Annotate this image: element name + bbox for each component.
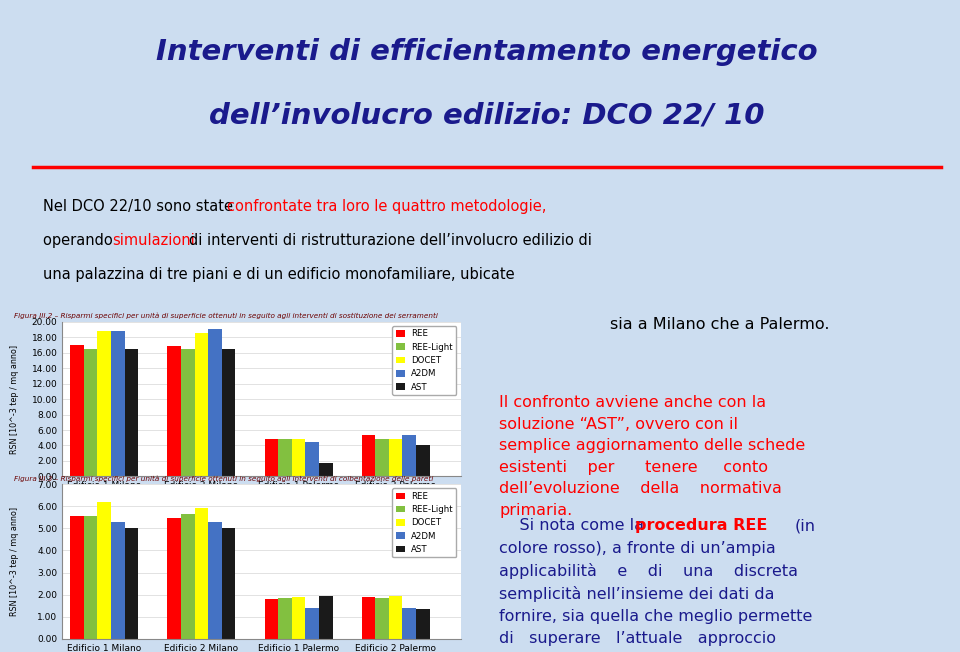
Text: (in: (in bbox=[795, 518, 815, 533]
Bar bbox=[265, 599, 278, 639]
Bar bbox=[195, 333, 208, 477]
Bar bbox=[70, 516, 84, 639]
Text: Nel DCO 22/10 sono state: Nel DCO 22/10 sono state bbox=[43, 199, 237, 214]
Text: Il confronto avviene anche con la
soluzione “AST”, ovvero con il
semplice aggior: Il confronto avviene anche con la soluzi… bbox=[499, 395, 805, 518]
Bar bbox=[125, 349, 138, 477]
Bar bbox=[265, 439, 278, 477]
Bar bbox=[97, 502, 111, 639]
Text: operando: operando bbox=[43, 233, 117, 248]
Bar bbox=[208, 329, 222, 477]
Bar bbox=[319, 462, 332, 477]
Y-axis label: RSN [10^-3 tep / mq anno]: RSN [10^-3 tep / mq anno] bbox=[10, 344, 18, 454]
Bar bbox=[416, 609, 430, 639]
Bar bbox=[402, 435, 416, 477]
Bar bbox=[305, 608, 319, 639]
Bar bbox=[97, 331, 111, 477]
Bar bbox=[362, 435, 375, 477]
Text: una palazzina di tre piani e di un edificio monofamiliare, ubicate: una palazzina di tre piani e di un edifi… bbox=[43, 267, 515, 282]
Bar bbox=[305, 443, 319, 477]
Text: procedura REE: procedura REE bbox=[635, 518, 767, 533]
Bar bbox=[416, 445, 430, 477]
Bar bbox=[292, 439, 305, 477]
Text: Figura III.2 – Risparmi specifici per unità di superficie ottenuti in seguito ag: Figura III.2 – Risparmi specifici per un… bbox=[14, 313, 439, 319]
Bar bbox=[125, 528, 138, 639]
Bar bbox=[375, 439, 389, 477]
Text: di interventi di ristrutturazione dell’involucro edilizio di: di interventi di ristrutturazione dell’i… bbox=[189, 233, 592, 248]
Text: Si nota come la: Si nota come la bbox=[499, 518, 649, 533]
Bar bbox=[84, 349, 97, 477]
Text: confrontate tra loro le quattro metodologie,: confrontate tra loro le quattro metodolo… bbox=[228, 199, 546, 214]
Bar bbox=[362, 597, 375, 639]
Bar bbox=[222, 528, 235, 639]
Bar bbox=[222, 349, 235, 477]
Bar bbox=[180, 514, 195, 639]
Bar bbox=[319, 596, 332, 639]
Text: colore rosso), a fronte di un’ampia
applicabilità    e    di    una    discreta
: colore rosso), a fronte di un’ampia appl… bbox=[499, 541, 812, 652]
Legend: REE, REE-Light, DOCET, A2DM, AST: REE, REE-Light, DOCET, A2DM, AST bbox=[393, 488, 457, 557]
Bar bbox=[208, 522, 222, 639]
Text: Figura III.3 – Risparmi specifici per unità di superficie ottenuti in seguito ag: Figura III.3 – Risparmi specifici per un… bbox=[14, 475, 434, 482]
Bar bbox=[278, 598, 292, 639]
Bar bbox=[375, 598, 389, 639]
Bar bbox=[292, 597, 305, 639]
Bar bbox=[180, 349, 195, 477]
Bar bbox=[402, 608, 416, 639]
Text: Interventi di efficientamento energetico: Interventi di efficientamento energetico bbox=[156, 38, 818, 66]
Bar bbox=[167, 346, 180, 477]
Y-axis label: RSN [10^-3 tep / mq anno]: RSN [10^-3 tep / mq anno] bbox=[10, 507, 18, 616]
Bar bbox=[389, 439, 402, 477]
Bar bbox=[278, 439, 292, 477]
Text: simulazioni: simulazioni bbox=[111, 233, 195, 248]
Bar bbox=[70, 345, 84, 477]
Bar bbox=[111, 522, 125, 639]
Bar bbox=[167, 518, 180, 639]
Text: dell’involucro edilizio: DCO 22/ 10: dell’involucro edilizio: DCO 22/ 10 bbox=[209, 101, 765, 129]
Bar bbox=[389, 596, 402, 639]
Bar bbox=[195, 509, 208, 639]
Text: sia a Milano che a Palermo.: sia a Milano che a Palermo. bbox=[611, 317, 829, 332]
Bar bbox=[111, 331, 125, 477]
Bar bbox=[84, 516, 97, 639]
Legend: REE, REE-Light, DOCET, A2DM, AST: REE, REE-Light, DOCET, A2DM, AST bbox=[393, 326, 457, 395]
